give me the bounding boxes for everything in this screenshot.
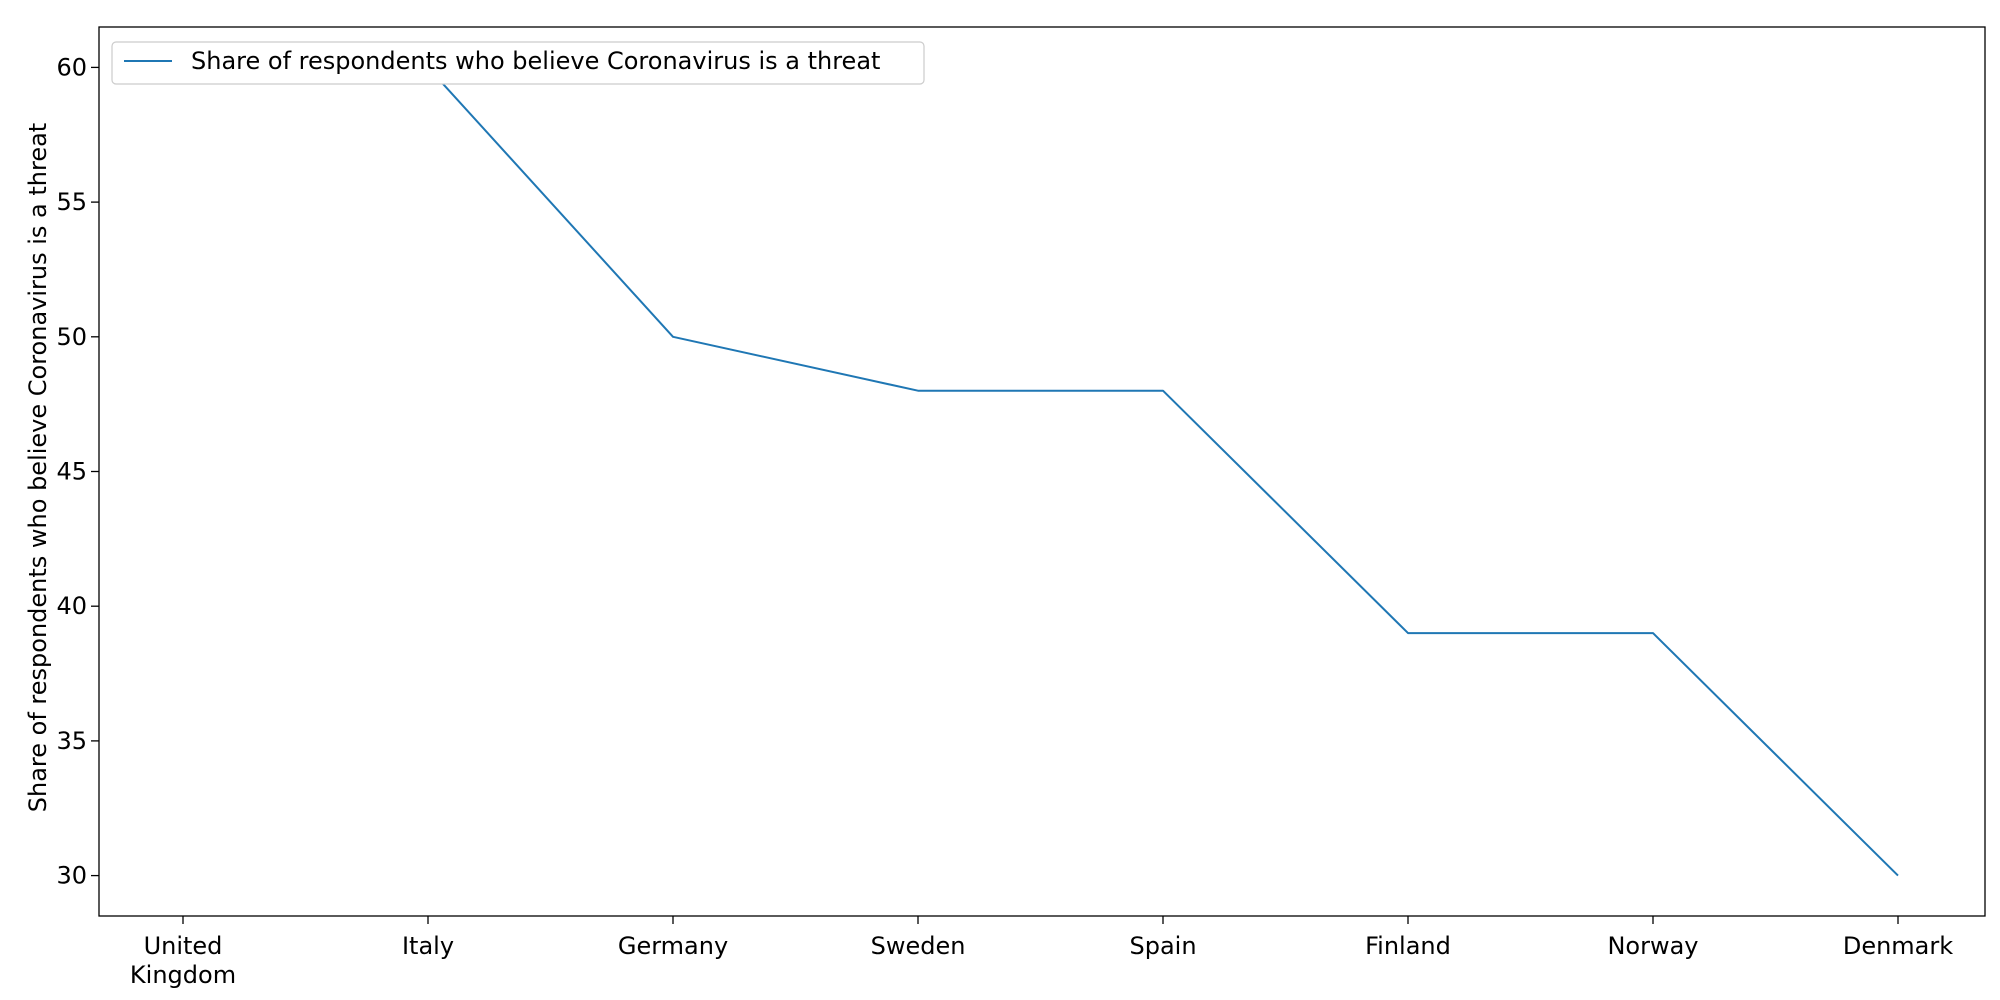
x-tick-label: United Kingdom (130, 932, 236, 989)
x-tick-label: Norway (1607, 932, 1698, 960)
x-tick-label: Sweden (871, 932, 966, 960)
legend-label: Share of respondents who believe Coronav… (191, 47, 880, 75)
y-axis-label: Share of respondents who believe Coronav… (24, 123, 52, 812)
y-tick-label: 40 (56, 592, 87, 620)
y-tick-label: 50 (56, 323, 87, 351)
plot-area: 30 35 40 45 50 55 60 United Kingdom Italy Germany S… (56, 26, 1986, 989)
y-tick-label: 35 (56, 727, 87, 755)
legend-frame (111, 41, 925, 85)
y-tick-label: 45 (56, 458, 87, 486)
x-tick-label: Finland (1365, 932, 1451, 960)
y-tick-label: 30 (56, 862, 87, 890)
series-line (183, 66, 1899, 877)
y-tick-label: 60 (56, 53, 87, 81)
legend: Share of respondents who believe Coronav… (111, 41, 925, 85)
x-tick-label: Spain (1129, 932, 1196, 960)
x-tick-label: Germany (618, 932, 728, 960)
y-tick-label: 55 (56, 188, 87, 216)
x-tick-label: Denmark (1843, 932, 1953, 960)
x-tick-label: Italy (402, 932, 454, 960)
